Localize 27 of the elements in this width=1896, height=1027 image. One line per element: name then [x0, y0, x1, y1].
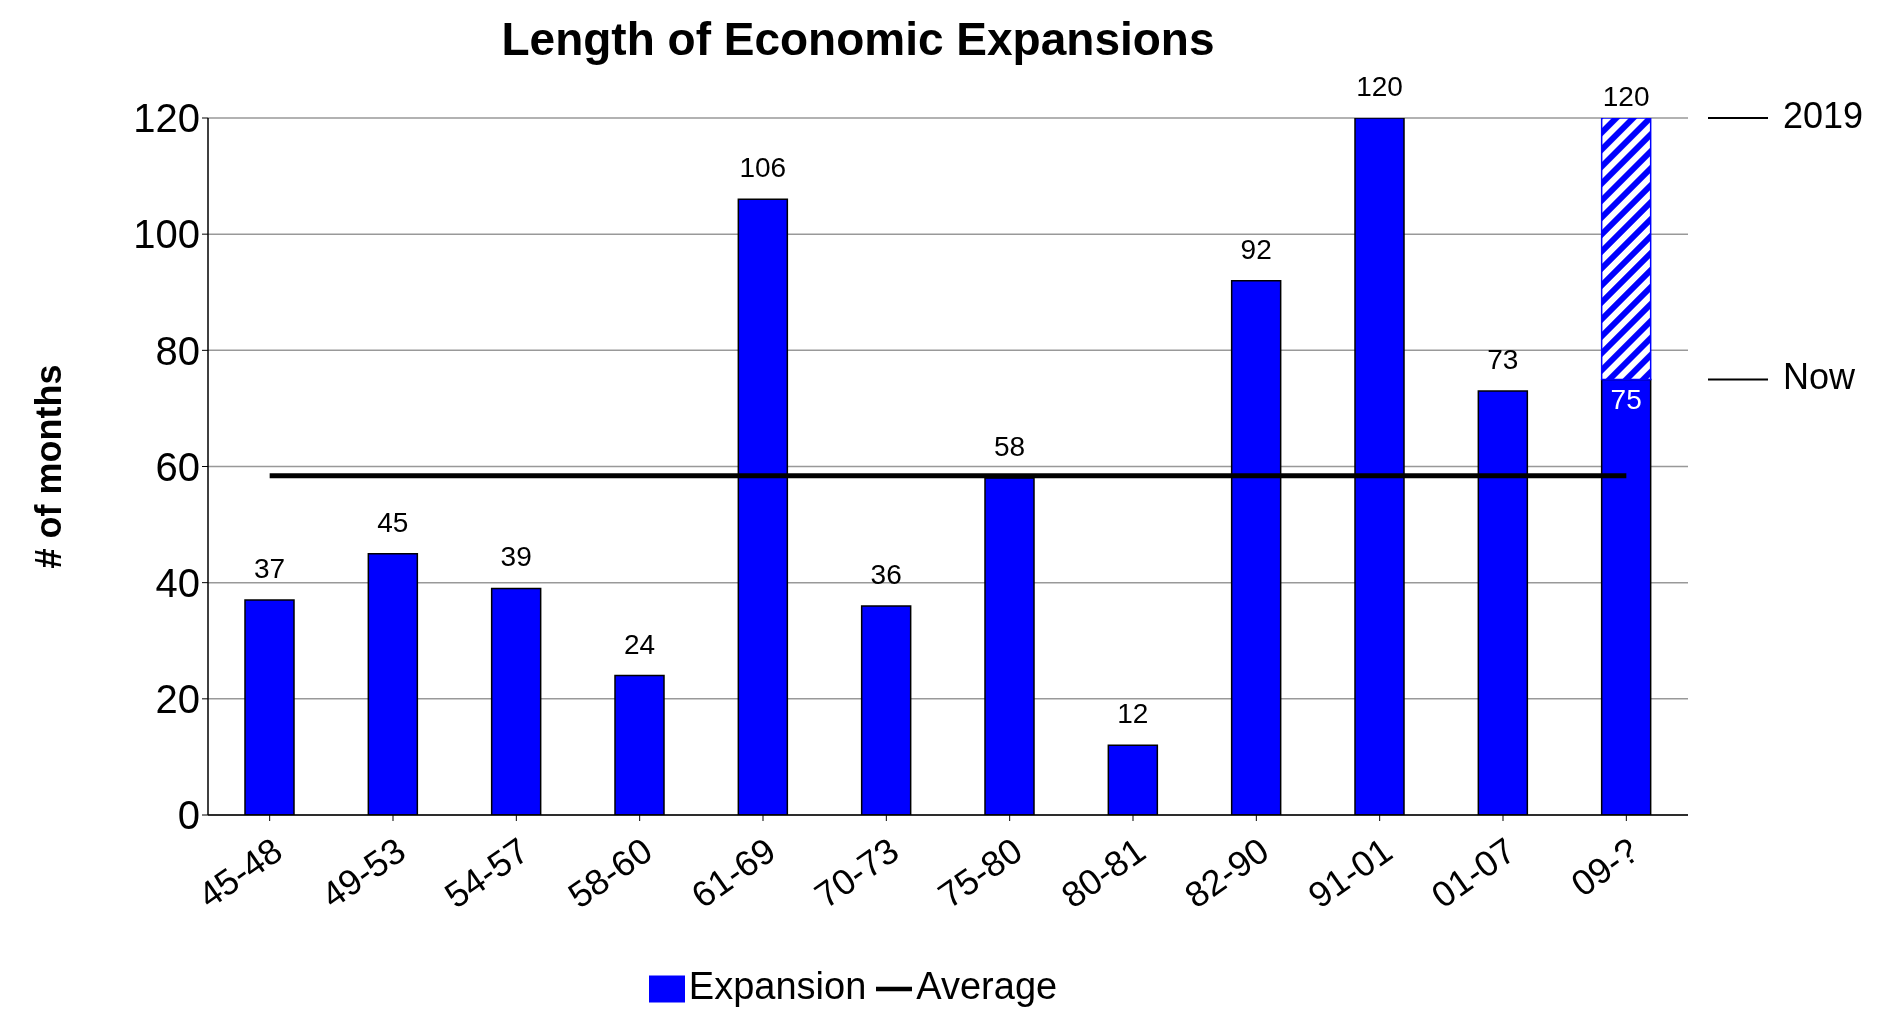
- data-label: 106: [739, 152, 787, 184]
- y-tick-label: 0: [177, 793, 200, 838]
- legend-label: Average: [916, 965, 1058, 1007]
- y-tick-label: 60: [155, 444, 200, 489]
- legend-label: Expansion: [688, 965, 867, 1007]
- y-tick-label: 80: [155, 328, 200, 373]
- data-label: 24: [623, 628, 656, 660]
- x-tick-label: 09-?: [1563, 829, 1647, 905]
- data-label: 92: [1240, 233, 1272, 265]
- data-label: 12: [1117, 698, 1149, 730]
- data-label: 58: [993, 431, 1026, 463]
- text: 2019: [1783, 94, 1864, 136]
- chart-title: Length of Economic Expansions: [500, 12, 1216, 66]
- y-tick-label: 20: [155, 677, 200, 722]
- data-label: 45: [377, 506, 409, 538]
- data-label: 120: [1356, 71, 1403, 102]
- total-label: 120: [1602, 81, 1650, 112]
- y-axis-title: # of months: [27, 364, 69, 569]
- data-label: 36: [870, 558, 902, 590]
- data-label: 75: [1610, 384, 1642, 416]
- y-tick-label: 120: [133, 96, 200, 141]
- data-label: 73: [1487, 343, 1519, 375]
- y-tick-label: 40: [155, 560, 200, 605]
- y-tick-label: 100: [133, 212, 200, 257]
- text: Now: [1783, 355, 1857, 397]
- data-label: 39: [500, 541, 532, 573]
- data-label: 37: [253, 553, 286, 585]
